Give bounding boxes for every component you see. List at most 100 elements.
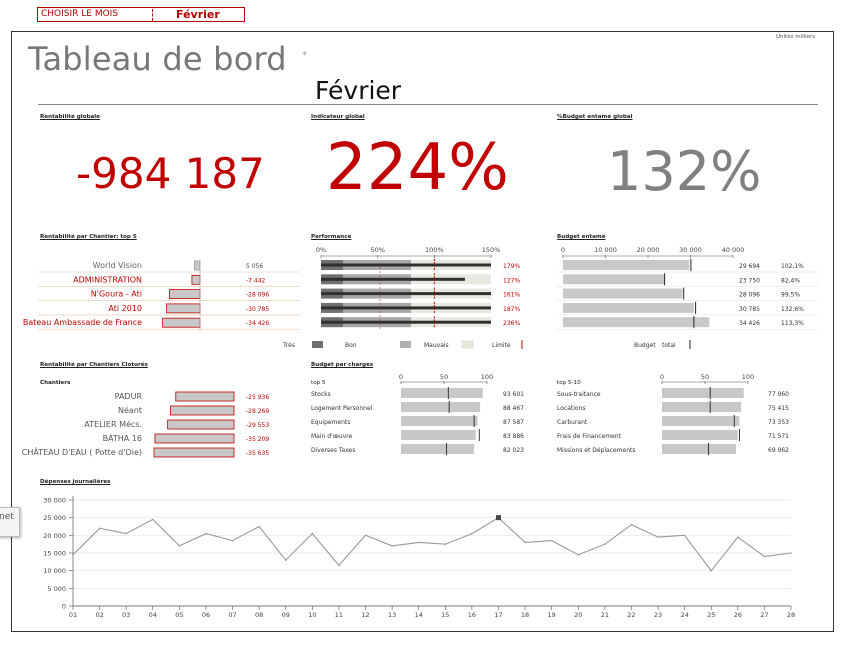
perf-bar (321, 277, 465, 281)
daily-point (763, 555, 766, 558)
perf-value-label: 236% (503, 320, 520, 327)
chantier-bar (166, 303, 201, 314)
daily-point (604, 543, 606, 545)
chantier-name: N'Goura - Ati (91, 290, 142, 299)
chantier-name: Ati 2010 (108, 304, 142, 313)
cloture-value-label: -29 553 (246, 422, 269, 429)
month-selector-value[interactable]: Février (176, 8, 220, 21)
daily-xtick-label: 07 (228, 611, 236, 619)
perf-legend-label: Très (282, 342, 295, 349)
daily-xtick-label: 11 (335, 611, 343, 619)
top5-charge-name: Logement Personnel (311, 405, 373, 412)
budget-bar (563, 260, 690, 270)
daily-ytick-label: 15 000 (43, 550, 66, 558)
top510-tick-label: 100 (742, 373, 754, 381)
budget-value-label: 28 096 (739, 292, 760, 299)
cloture-value-label: -35 635 (246, 450, 269, 457)
daily-ytick-label: 0 (62, 603, 66, 611)
top5-tick-label: 0 (399, 373, 403, 381)
daily-xtick-label: 25 (707, 611, 715, 619)
kpi-title-budget: %Budget entamé global (557, 114, 633, 120)
daily-xtick-label: 18 (521, 611, 529, 619)
daily-point (231, 539, 234, 542)
daily-point (710, 569, 713, 572)
perf-bar (321, 320, 491, 324)
cloture-name: BATHA 16 (103, 434, 142, 443)
chart-tooltip: net (0, 507, 20, 537)
month-selector[interactable]: CHOISIR LE MOIS Février (37, 7, 245, 22)
page-title: Tableau de bord (28, 40, 287, 78)
daily-point (178, 545, 181, 547)
daily-point (737, 536, 739, 538)
top5-charge-value: 93 601 (503, 391, 524, 398)
daily-ytick-label: 5 000 (47, 585, 66, 593)
top5-charge-name: Equipements (311, 419, 350, 426)
daily-point (550, 539, 553, 542)
daily-point (630, 523, 633, 526)
daily-xtick-label: 28 (787, 611, 795, 619)
daily-xtick-label: 23 (654, 611, 662, 619)
daily-point (444, 543, 447, 545)
daily-point (577, 553, 580, 556)
daily-xtick-label: 08 (255, 611, 263, 619)
daily-ytick-label: 30 000 (43, 497, 66, 505)
kpi-title-indicateur: Indicateur global (311, 114, 365, 120)
month-selector-label: CHOISIR LE MOIS (41, 9, 119, 19)
cloture-value-label: -25 936 (246, 394, 269, 401)
top5-tick-label: 100 (481, 373, 493, 381)
chantier-value-label: -34 426 (246, 320, 269, 327)
top510-charge-bar (662, 388, 744, 398)
budget-tick-label: 0 (561, 246, 565, 254)
perf-legend-swatch (461, 340, 474, 349)
rentab-chantier-title: Rentabilité par Chantier: top 5 (40, 234, 137, 240)
perf-bar (321, 292, 491, 296)
perf-bar (321, 263, 491, 267)
top5-charge-name: Main d'œuvre (311, 433, 353, 440)
daily-xtick-label: 12 (361, 611, 369, 619)
budget-tick-label: 40 000 (722, 246, 745, 254)
daily-point (125, 532, 127, 535)
kpi-value-budget: 132% (607, 140, 762, 203)
daily-xtick-label: 19 (548, 611, 556, 619)
chantier-name: World Vision (93, 261, 142, 270)
budget-pct-label: 102,1% (781, 263, 804, 270)
daily-xtick-label: 02 (95, 611, 103, 619)
current-month: Février (315, 76, 402, 105)
perf-bar (321, 306, 491, 310)
daily-xtick-label: 14 (415, 611, 423, 619)
budget-tick-label: 10 000 (594, 246, 617, 254)
top510-charge-name: Locations (557, 405, 586, 412)
daily-point (524, 541, 526, 544)
top510-charge-name: Carburant (557, 419, 588, 426)
budget-value-label: 30 785 (739, 306, 760, 313)
unit-note: Unités milliers (776, 34, 816, 40)
chantier-value-label: 5 056 (246, 263, 263, 270)
daily-chart-title: Dépenses journalières (40, 479, 111, 485)
chantier-value-label: -30 785 (246, 306, 269, 313)
chantier-name: ADMINISTRATION (73, 275, 142, 284)
daily-point (338, 564, 340, 567)
top510-charge-bar (662, 444, 736, 454)
chantier-name: Bateau Ambassade de France (23, 318, 142, 327)
perf-value-label: 179% (503, 263, 520, 270)
perf-tick-label: 50% (370, 246, 384, 254)
daily-highlight-point (495, 515, 501, 521)
daily-xtick-label: 05 (175, 611, 183, 619)
budget-bar (563, 317, 710, 328)
cloture-value-label: -28 269 (246, 408, 269, 415)
top510-charge-value: 71 571 (768, 433, 789, 440)
perf-value-label: 161% (503, 292, 520, 299)
daily-xtick-label: 15 (441, 611, 449, 619)
budget-value-label: 29 694 (739, 263, 760, 270)
daily-xtick-label: 04 (149, 611, 157, 619)
dashboard-frame (11, 31, 834, 632)
budget-tick-label: 30 000 (679, 246, 702, 254)
top510-charge-name: Frais de Financement (557, 433, 622, 440)
header-divider (38, 104, 818, 105)
top5-charge-value: 88 467 (503, 405, 524, 412)
daily-point (417, 541, 420, 544)
daily-xtick-label: 27 (760, 611, 768, 619)
top5-charge-bar (401, 430, 476, 440)
perf-legend-label: Limite (492, 342, 511, 349)
